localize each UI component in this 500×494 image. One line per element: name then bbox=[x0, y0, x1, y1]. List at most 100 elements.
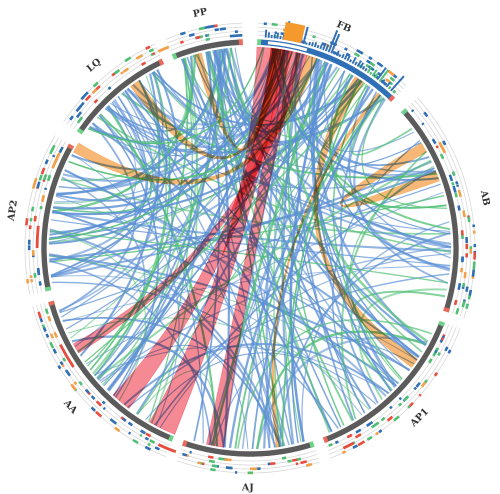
feature-mark bbox=[208, 459, 215, 464]
feature-mark bbox=[366, 421, 374, 427]
histogram-bar bbox=[279, 35, 282, 40]
histogram-bar bbox=[302, 26, 309, 45]
feature-mark bbox=[49, 341, 55, 349]
feature-mark bbox=[433, 372, 439, 377]
segment-end-cap bbox=[309, 441, 315, 448]
feature-mark bbox=[39, 205, 43, 210]
feature-mark bbox=[120, 71, 124, 75]
histogram-bar bbox=[356, 60, 362, 67]
feature-mark bbox=[460, 267, 464, 273]
feature-mark bbox=[437, 352, 441, 357]
feature-mark bbox=[472, 224, 476, 228]
feature-mark bbox=[467, 216, 471, 223]
feature-mark bbox=[281, 456, 287, 460]
feature-block bbox=[157, 443, 177, 454]
feature-mark bbox=[472, 262, 476, 270]
feature-mark bbox=[26, 278, 30, 284]
histogram-bar bbox=[374, 73, 379, 79]
feature-mark bbox=[36, 181, 41, 189]
feature-mark bbox=[140, 429, 144, 433]
feature-mark bbox=[473, 244, 477, 248]
feature-mark bbox=[195, 35, 201, 40]
feature-mark bbox=[234, 471, 238, 474]
feature-mark bbox=[287, 459, 292, 463]
histogram-bar bbox=[308, 41, 311, 46]
histogram-bar bbox=[305, 42, 308, 45]
track-ring bbox=[327, 325, 453, 451]
segment-label-ab: AB bbox=[478, 188, 492, 206]
feature-mark bbox=[441, 335, 445, 339]
feature-mark bbox=[179, 31, 186, 36]
feature-mark bbox=[415, 381, 421, 388]
link-line bbox=[323, 61, 451, 259]
segment-label-ap1: AP1 bbox=[408, 406, 431, 429]
feature-mark bbox=[403, 395, 410, 402]
feature-mark bbox=[148, 48, 154, 53]
feature-mark bbox=[451, 171, 456, 177]
feature-mark bbox=[127, 421, 133, 427]
feature-mark bbox=[128, 431, 132, 435]
link-line bbox=[52, 74, 354, 216]
feature-mark bbox=[139, 433, 143, 438]
feature-mark bbox=[234, 30, 238, 34]
link-line bbox=[180, 58, 342, 428]
link-line bbox=[51, 275, 363, 416]
segment-label-fb: FB bbox=[335, 19, 353, 35]
link-line bbox=[312, 59, 392, 392]
feature-mark bbox=[229, 34, 236, 38]
feature-mark bbox=[107, 86, 112, 91]
feature-mark bbox=[442, 140, 447, 146]
feature-mark bbox=[219, 27, 227, 31]
feature-mark bbox=[210, 467, 216, 472]
track-ring bbox=[32, 306, 166, 457]
track-ring bbox=[28, 137, 59, 295]
segment-labels: FB AB AP1 AJ AA AP2 LQ PP bbox=[6, 6, 492, 493]
feature-mark bbox=[78, 380, 83, 386]
feature-mark bbox=[140, 61, 147, 67]
feature-mark bbox=[70, 383, 77, 391]
feature-mark bbox=[269, 462, 276, 466]
link-line bbox=[123, 343, 390, 406]
feature-mark bbox=[468, 289, 473, 296]
segment-band-fb bbox=[256, 38, 396, 103]
feature-mark bbox=[431, 138, 437, 145]
link-line bbox=[138, 80, 451, 232]
feature-mark bbox=[49, 333, 55, 339]
feature-mark bbox=[353, 52, 361, 58]
feature-mark bbox=[29, 217, 33, 222]
feature-mark bbox=[147, 442, 151, 447]
feature-mark bbox=[81, 91, 89, 99]
feature-mark bbox=[457, 205, 461, 211]
histogram-bar bbox=[273, 34, 276, 39]
feature-mark bbox=[456, 184, 460, 188]
feature-mark bbox=[25, 218, 29, 226]
feature-mark bbox=[188, 33, 195, 38]
feature-mark bbox=[150, 53, 154, 57]
histogram-bar bbox=[371, 69, 378, 77]
histogram-bar bbox=[385, 81, 392, 88]
feature-mark bbox=[30, 279, 34, 283]
feature-mark bbox=[57, 365, 62, 370]
segment-band-aj bbox=[181, 439, 315, 458]
link-line bbox=[313, 62, 418, 361]
feature-mark bbox=[111, 72, 116, 77]
segment-band-ab bbox=[400, 107, 460, 313]
feature-mark bbox=[465, 286, 469, 293]
feature-mark bbox=[451, 181, 455, 186]
feature-mark bbox=[154, 446, 160, 451]
feature-mark bbox=[463, 272, 467, 279]
feature-mark bbox=[84, 94, 92, 102]
feature-mark bbox=[397, 402, 403, 407]
feature-mark bbox=[44, 187, 48, 191]
feature-mark bbox=[182, 452, 188, 457]
feature-mark bbox=[389, 76, 396, 82]
feature-mark bbox=[75, 105, 83, 113]
segment-end-cap bbox=[181, 439, 188, 447]
feature-mark bbox=[205, 37, 211, 42]
feature-mark bbox=[334, 440, 339, 445]
feature-mark bbox=[95, 400, 103, 407]
feature-mark bbox=[75, 111, 83, 119]
feature-mark bbox=[224, 457, 232, 462]
feature-mark bbox=[132, 438, 139, 445]
